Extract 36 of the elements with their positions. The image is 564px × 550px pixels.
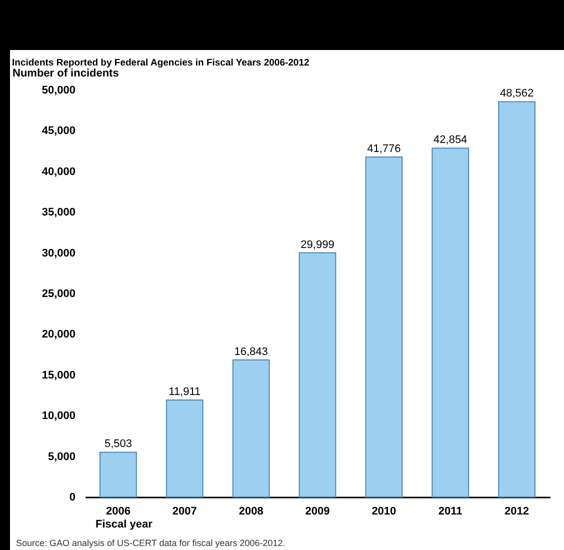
x-tick-label: 2008 <box>238 506 264 518</box>
data-label: 41,776 <box>367 142 401 155</box>
data-label: 5,503 <box>104 438 132 450</box>
chart-title: Incidents Reported by Federal Agencies in Fiscal Years 2006-2012 <box>12 58 310 68</box>
y-tick-label: 45,000 <box>42 125 76 138</box>
y-tick-label: 0 <box>69 492 76 504</box>
y-tick-label: 40,000 <box>42 166 76 178</box>
bar <box>100 452 137 498</box>
y-tick-label: 30,000 <box>42 247 76 260</box>
y-tick-label: 15,000 <box>42 369 76 382</box>
data-label: 29,999 <box>300 238 334 251</box>
y-tick-label: 20,000 <box>42 328 76 341</box>
y-tick-label: 5,000 <box>48 450 76 463</box>
x-tick-label: 2007 <box>172 506 197 518</box>
bar <box>365 156 403 498</box>
y-tick-label: 10,000 <box>42 410 76 422</box>
x-tick-label: 2010 <box>372 506 396 518</box>
bar <box>498 101 536 498</box>
data-label: 11,911 <box>168 386 201 398</box>
x-tick-label: 2009 <box>305 506 330 518</box>
y-tick-label: 50,000 <box>42 84 76 96</box>
bar <box>166 400 204 498</box>
bar <box>232 359 270 498</box>
x-axis-title: Fiscal year <box>96 518 154 530</box>
bar <box>298 252 336 498</box>
x-tick-label: 2006 <box>106 506 130 518</box>
data-label: 42,854 <box>434 134 468 146</box>
x-tick-label: 2012 <box>504 506 530 518</box>
y-tick-label: 35,000 <box>42 206 76 219</box>
y-tick-label: 25,000 <box>42 288 76 300</box>
source-note: Source: GAO analysis of US-CERT data for fiscal years 2006-2012. <box>16 538 286 548</box>
bar <box>432 148 470 498</box>
y-axis-title: Number of incidents <box>12 68 119 80</box>
data-label: 48,562 <box>500 88 534 100</box>
data-label: 16,843 <box>234 346 268 358</box>
x-tick-label: 2011 <box>438 506 462 518</box>
